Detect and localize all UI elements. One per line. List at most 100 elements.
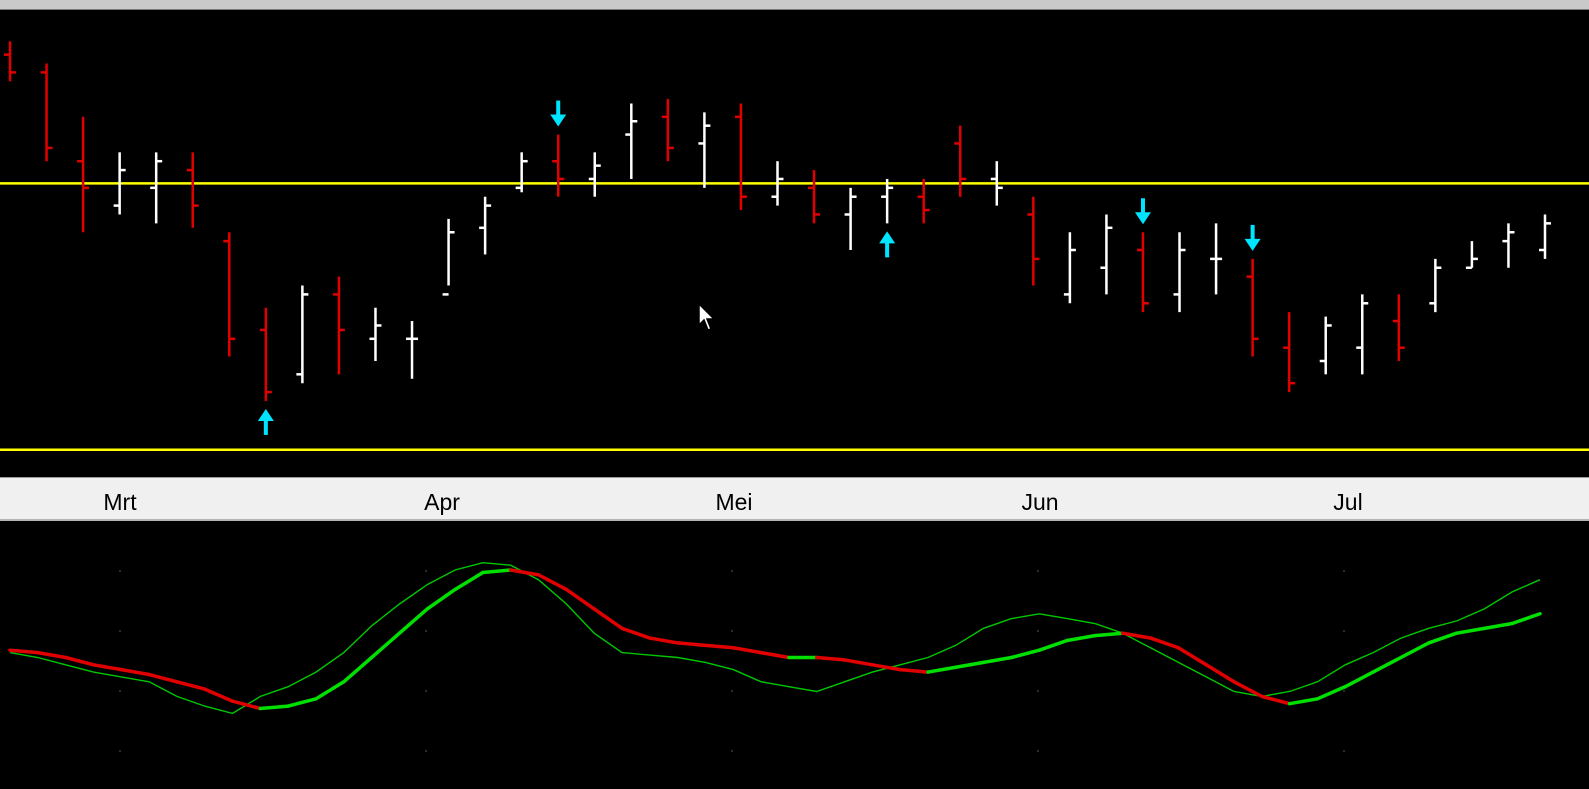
grid-dot [425, 750, 427, 752]
arrow-head [1244, 238, 1261, 251]
price-chart-svg [0, 41, 1589, 452]
slow-line-segment [1371, 655, 1403, 674]
price-chart-panel [0, 10, 1589, 477]
slow-line-segment [91, 663, 124, 672]
arrow-head [879, 231, 896, 244]
ohlc-bar [661, 99, 674, 162]
month-label-jun: Jun [1021, 489, 1059, 515]
slow-line-segment [286, 697, 318, 708]
slow-line-segment [1120, 631, 1153, 640]
month-label-apr: Apr [424, 489, 460, 515]
ohlc-bar [150, 152, 163, 224]
slow-line-segment [481, 568, 513, 575]
arrow-head [257, 408, 274, 421]
slow-line-segment [1315, 684, 1348, 701]
slow-line-segment [1009, 648, 1042, 660]
ohlc-bar [40, 63, 53, 162]
ohlc-bar [1465, 241, 1478, 270]
slow-line-segment [954, 660, 986, 669]
slow-line-segment [8, 648, 40, 655]
slow-line-segment [63, 655, 96, 667]
slow-line-segment [119, 667, 151, 677]
slow-line-segment [675, 641, 708, 648]
ohlc-bar [186, 152, 199, 228]
ohlc-bar [954, 125, 967, 197]
slow-line-segment [759, 650, 791, 660]
grid-dot [1343, 750, 1345, 752]
grid-dot [1037, 750, 1039, 752]
ohlc-bar [113, 152, 126, 215]
ohlc-bar [1429, 258, 1442, 313]
slow-line-segment [926, 665, 958, 674]
slow-line-segment [1148, 636, 1181, 650]
slow-line-segment [620, 626, 652, 640]
grid-dot [731, 630, 733, 632]
top-toolbar-strip [0, 0, 1589, 10]
ohlc-bar [552, 134, 565, 197]
ohlc-bar [1319, 316, 1332, 375]
arrow-head [1134, 212, 1151, 225]
ohlc-bar [77, 116, 90, 233]
ohlc-bar [881, 178, 894, 224]
slow-line-segment [1204, 663, 1236, 684]
ohlc-bar [698, 112, 711, 188]
grid-dot [425, 630, 427, 632]
signal-arrows [257, 100, 1261, 435]
sell-arrow-icon [1244, 224, 1261, 251]
ohlc-bar [808, 170, 821, 224]
grid-dot [1037, 630, 1039, 632]
slow-line-segment [1482, 621, 1514, 631]
indicator-slow-line [8, 568, 1542, 711]
ohlc-bar [1027, 196, 1040, 286]
slow-line-segment [981, 655, 1014, 665]
indicator-grid [119, 570, 1345, 752]
slow-line-segment [1454, 626, 1487, 635]
ohlc-bar [1173, 232, 1186, 313]
slow-line-segment [1343, 670, 1375, 689]
grid-dot [425, 570, 427, 572]
slow-line-segment [1093, 631, 1125, 638]
ohlc-bar [4, 41, 16, 82]
ohlc-bar [844, 187, 857, 250]
ohlc-bar [442, 218, 455, 296]
slow-line-segment [1176, 646, 1208, 667]
slow-line-segment [814, 655, 847, 662]
ohlc-bar [771, 161, 784, 206]
slow-line-segment [870, 663, 902, 672]
grid-dot [119, 750, 121, 752]
slow-line-segment [703, 643, 736, 650]
ohlc-bar [1283, 312, 1296, 393]
slow-line-segment [147, 672, 179, 684]
indicator-chart-svg [8, 561, 1542, 752]
indicator-panel [0, 521, 1589, 789]
sell-arrow-icon [1134, 198, 1151, 225]
ohlc-bar [1136, 232, 1149, 313]
slow-line-segment [731, 646, 763, 655]
slow-line-segment [1037, 638, 1069, 652]
slow-line-segment [564, 587, 596, 611]
grid-dot [1037, 570, 1039, 572]
ohlc-bar [515, 152, 528, 193]
ohlc-bar [369, 307, 382, 361]
ohlc-bar [1356, 294, 1369, 375]
slow-line-segment [425, 587, 457, 611]
grid-dot [425, 690, 427, 692]
slow-line-segment [1399, 641, 1431, 660]
ohlc-bar [1100, 214, 1113, 295]
slow-line-segment [1065, 633, 1097, 643]
slow-line-segment [369, 631, 402, 660]
grid-dot [119, 570, 121, 572]
slow-line-segment [1426, 631, 1459, 645]
ohlc-bar [259, 307, 272, 401]
ohlc-bar [588, 152, 601, 197]
buy-arrow-icon [879, 231, 896, 258]
slow-line-segment [1287, 697, 1320, 706]
grid-dot [1037, 690, 1039, 692]
slow-line-segment [592, 607, 624, 631]
ohlc-bar [1246, 258, 1259, 357]
ohlc-bar [1539, 214, 1551, 259]
ohlc-bar [990, 161, 1003, 206]
ohlc-bar [1210, 223, 1223, 295]
month-label-mei: Mei [715, 489, 753, 515]
slow-line-segment [397, 607, 430, 635]
